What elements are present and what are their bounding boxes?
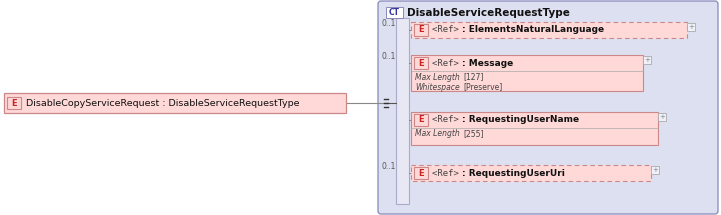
Text: 0..1: 0..1 (381, 19, 396, 28)
Text: <Ref>: <Ref> (432, 26, 469, 34)
Bar (411, 112, 658, 145)
Bar (658, 113, 666, 121)
Text: [Preserve]: [Preserve] (463, 83, 503, 92)
Text: Max Length: Max Length (415, 72, 460, 81)
Text: E: E (418, 169, 424, 178)
Bar (4, 93, 346, 113)
Bar (411, 165, 651, 181)
Text: Max Length: Max Length (415, 129, 460, 138)
Text: E: E (418, 115, 424, 124)
Text: [255]: [255] (463, 129, 484, 138)
Bar (396, 18, 409, 204)
Text: +: + (659, 114, 665, 120)
Text: <Ref>: <Ref> (432, 115, 469, 124)
FancyBboxPatch shape (414, 24, 428, 36)
Text: Whitespace: Whitespace (415, 83, 460, 92)
Text: E: E (12, 98, 17, 108)
Text: DisableCopyServiceRequest : DisableServiceRequestType: DisableCopyServiceRequest : DisableServi… (26, 98, 299, 108)
Bar (411, 22, 687, 38)
Text: <Ref>: <Ref> (432, 169, 469, 178)
FancyBboxPatch shape (414, 114, 428, 126)
Text: : RequestingUserUri: : RequestingUserUri (462, 169, 565, 178)
Bar (411, 55, 643, 91)
Text: CT: CT (389, 8, 400, 17)
Bar (687, 23, 695, 31)
Text: +: + (652, 167, 658, 173)
Text: +: + (644, 57, 650, 63)
Text: : ElementsNaturalLanguage: : ElementsNaturalLanguage (462, 26, 604, 34)
Bar (651, 166, 659, 174)
Text: E: E (418, 26, 424, 34)
Text: E: E (418, 58, 424, 68)
Text: : Message: : Message (462, 58, 513, 68)
Text: : RequestingUserName: : RequestingUserName (462, 115, 579, 124)
Text: +: + (688, 24, 694, 30)
FancyBboxPatch shape (378, 1, 718, 214)
Bar (643, 56, 651, 64)
Text: 0..1: 0..1 (381, 162, 396, 171)
Bar (386, 7, 403, 18)
FancyBboxPatch shape (414, 57, 428, 69)
FancyBboxPatch shape (7, 97, 21, 109)
Text: 0..1: 0..1 (381, 52, 396, 61)
Text: [127]: [127] (463, 72, 483, 81)
FancyBboxPatch shape (414, 167, 428, 179)
Text: DisableServiceRequestType: DisableServiceRequestType (407, 8, 570, 17)
Text: <Ref>: <Ref> (432, 58, 469, 68)
